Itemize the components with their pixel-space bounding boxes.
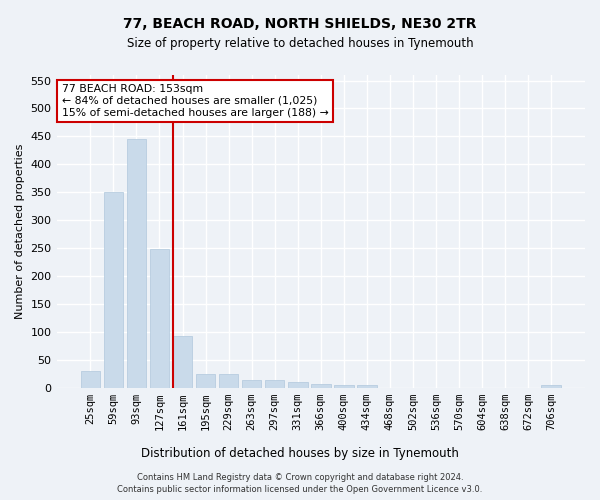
Text: Distribution of detached houses by size in Tynemouth: Distribution of detached houses by size …	[141, 448, 459, 460]
Bar	[219, 374, 238, 388]
Bar	[196, 374, 215, 388]
Text: 77 BEACH ROAD: 153sqm
← 84% of detached houses are smaller (1,025)
15% of semi-d: 77 BEACH ROAD: 153sqm ← 84% of detached …	[62, 84, 329, 117]
Bar	[149, 249, 169, 388]
Bar	[127, 139, 146, 388]
Bar	[357, 386, 377, 388]
Text: Size of property relative to detached houses in Tynemouth: Size of property relative to detached ho…	[127, 38, 473, 51]
Bar	[288, 382, 308, 388]
Bar	[242, 380, 262, 388]
Text: 77, BEACH ROAD, NORTH SHIELDS, NE30 2TR: 77, BEACH ROAD, NORTH SHIELDS, NE30 2TR	[123, 18, 477, 32]
Bar	[80, 371, 100, 388]
Bar	[334, 386, 353, 388]
Bar	[541, 386, 561, 388]
Bar	[173, 336, 193, 388]
Bar	[311, 384, 331, 388]
Bar	[265, 380, 284, 388]
Text: Contains public sector information licensed under the Open Government Licence v3: Contains public sector information licen…	[118, 485, 482, 494]
Bar	[104, 192, 123, 388]
Y-axis label: Number of detached properties: Number of detached properties	[15, 144, 25, 319]
Text: Contains HM Land Registry data © Crown copyright and database right 2024.: Contains HM Land Registry data © Crown c…	[137, 472, 463, 482]
